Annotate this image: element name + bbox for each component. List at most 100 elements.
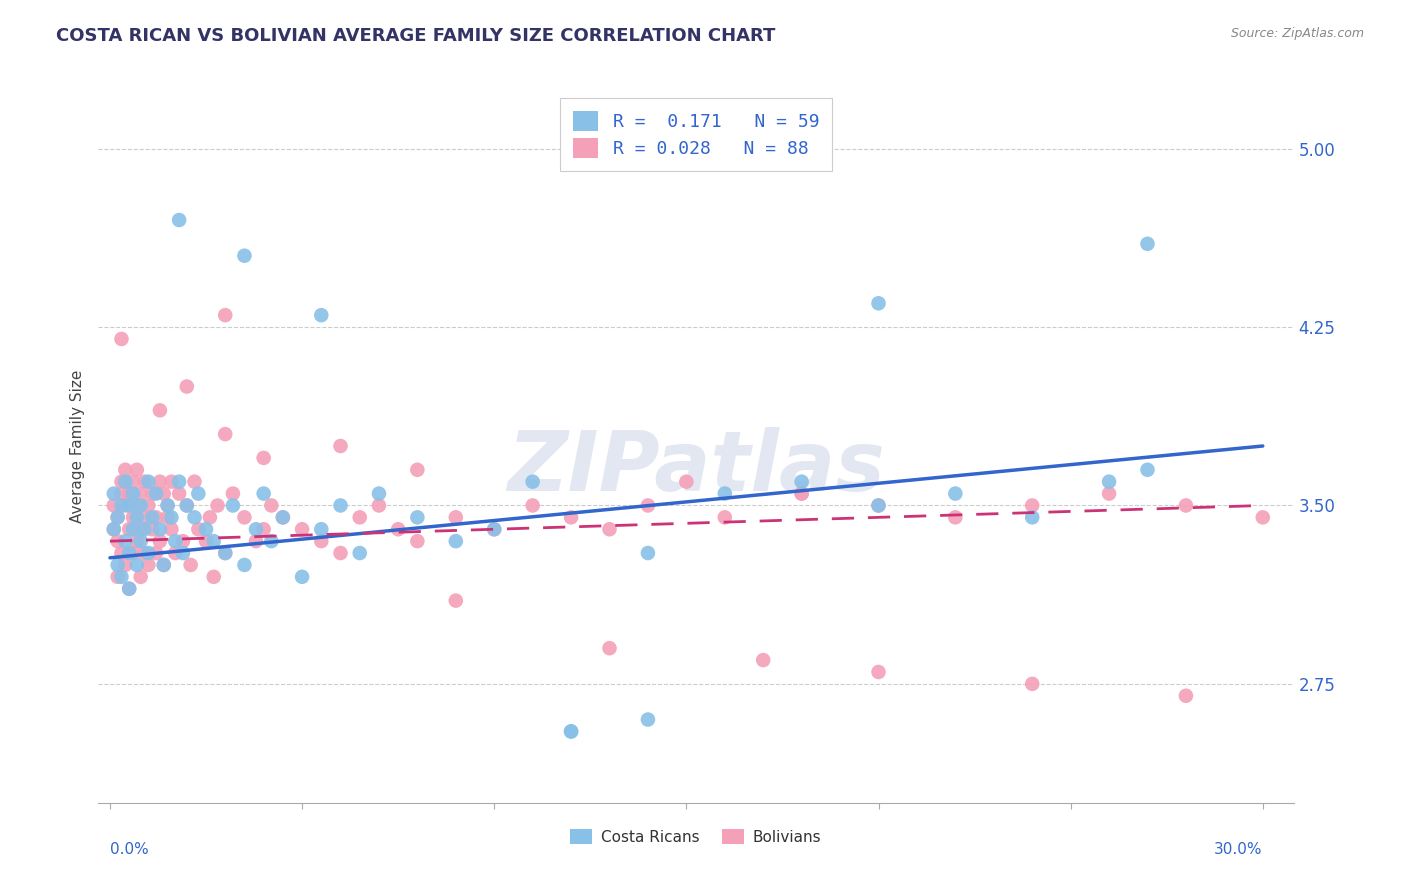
Point: [253, 450, 276, 465]
Point: [114, 534, 136, 549]
Point: [311, 522, 333, 536]
Point: [114, 558, 136, 572]
Point: [260, 534, 283, 549]
Point: [134, 475, 156, 489]
Point: [202, 534, 225, 549]
Point: [122, 522, 145, 536]
Point: [156, 499, 179, 513]
Point: [202, 570, 225, 584]
Point: [152, 558, 174, 572]
Point: [637, 499, 659, 513]
Point: [329, 499, 352, 513]
Point: [110, 570, 132, 584]
Point: [387, 522, 409, 536]
Point: [129, 499, 152, 513]
Point: [233, 510, 256, 524]
Point: [118, 582, 141, 596]
Point: [118, 546, 141, 560]
Point: [522, 475, 544, 489]
Point: [152, 558, 174, 572]
Point: [138, 546, 160, 560]
Point: [675, 475, 697, 489]
Point: [868, 665, 890, 679]
Point: [149, 534, 172, 549]
Point: [125, 499, 148, 513]
Point: [406, 534, 429, 549]
Point: [599, 522, 621, 536]
Point: [329, 439, 352, 453]
Point: [271, 510, 294, 524]
Point: [160, 522, 183, 536]
Point: [207, 499, 229, 513]
Point: [110, 499, 132, 513]
Point: [167, 475, 190, 489]
Point: [134, 546, 156, 560]
Point: [118, 582, 141, 596]
Text: ZIPatlas: ZIPatlas: [508, 427, 884, 508]
Point: [125, 558, 148, 572]
Point: [233, 558, 256, 572]
Legend: Costa Ricans, Bolivians: Costa Ricans, Bolivians: [562, 821, 830, 852]
Point: [165, 546, 187, 560]
Point: [160, 475, 183, 489]
Point: [195, 534, 218, 549]
Point: [444, 534, 467, 549]
Point: [103, 522, 125, 536]
Point: [145, 546, 167, 560]
Point: [329, 546, 352, 560]
Point: [790, 475, 813, 489]
Point: [156, 510, 179, 524]
Point: [118, 486, 141, 500]
Point: [107, 510, 129, 524]
Point: [560, 724, 582, 739]
Point: [103, 486, 125, 500]
Point: [1174, 689, 1197, 703]
Point: [134, 522, 156, 536]
Point: [1136, 236, 1159, 251]
Point: [141, 510, 163, 524]
Point: [183, 475, 205, 489]
Point: [599, 641, 621, 656]
Point: [129, 522, 152, 536]
Point: [110, 486, 132, 500]
Point: [245, 534, 267, 549]
Point: [110, 475, 132, 489]
Point: [484, 522, 506, 536]
Text: COSTA RICAN VS BOLIVIAN AVERAGE FAMILY SIZE CORRELATION CHART: COSTA RICAN VS BOLIVIAN AVERAGE FAMILY S…: [56, 27, 776, 45]
Point: [138, 558, 160, 572]
Point: [253, 522, 276, 536]
Point: [291, 570, 314, 584]
Point: [187, 522, 209, 536]
Point: [114, 475, 136, 489]
Point: [172, 534, 194, 549]
Text: 30.0%: 30.0%: [1215, 842, 1263, 856]
Point: [118, 522, 141, 536]
Point: [145, 486, 167, 500]
Point: [349, 546, 371, 560]
Point: [152, 486, 174, 500]
Point: [149, 522, 172, 536]
Point: [114, 463, 136, 477]
Point: [868, 296, 890, 310]
Point: [868, 499, 890, 513]
Point: [560, 724, 582, 739]
Point: [1136, 463, 1159, 477]
Point: [167, 213, 190, 227]
Point: [138, 499, 160, 513]
Point: [713, 486, 735, 500]
Point: [118, 499, 141, 513]
Point: [311, 534, 333, 549]
Point: [368, 499, 391, 513]
Point: [637, 546, 659, 560]
Point: [311, 308, 333, 322]
Point: [444, 510, 467, 524]
Point: [125, 463, 148, 477]
Point: [637, 713, 659, 727]
Point: [149, 403, 172, 417]
Point: [291, 522, 314, 536]
Point: [790, 486, 813, 500]
Point: [943, 510, 966, 524]
Point: [713, 510, 735, 524]
Point: [790, 486, 813, 500]
Point: [560, 510, 582, 524]
